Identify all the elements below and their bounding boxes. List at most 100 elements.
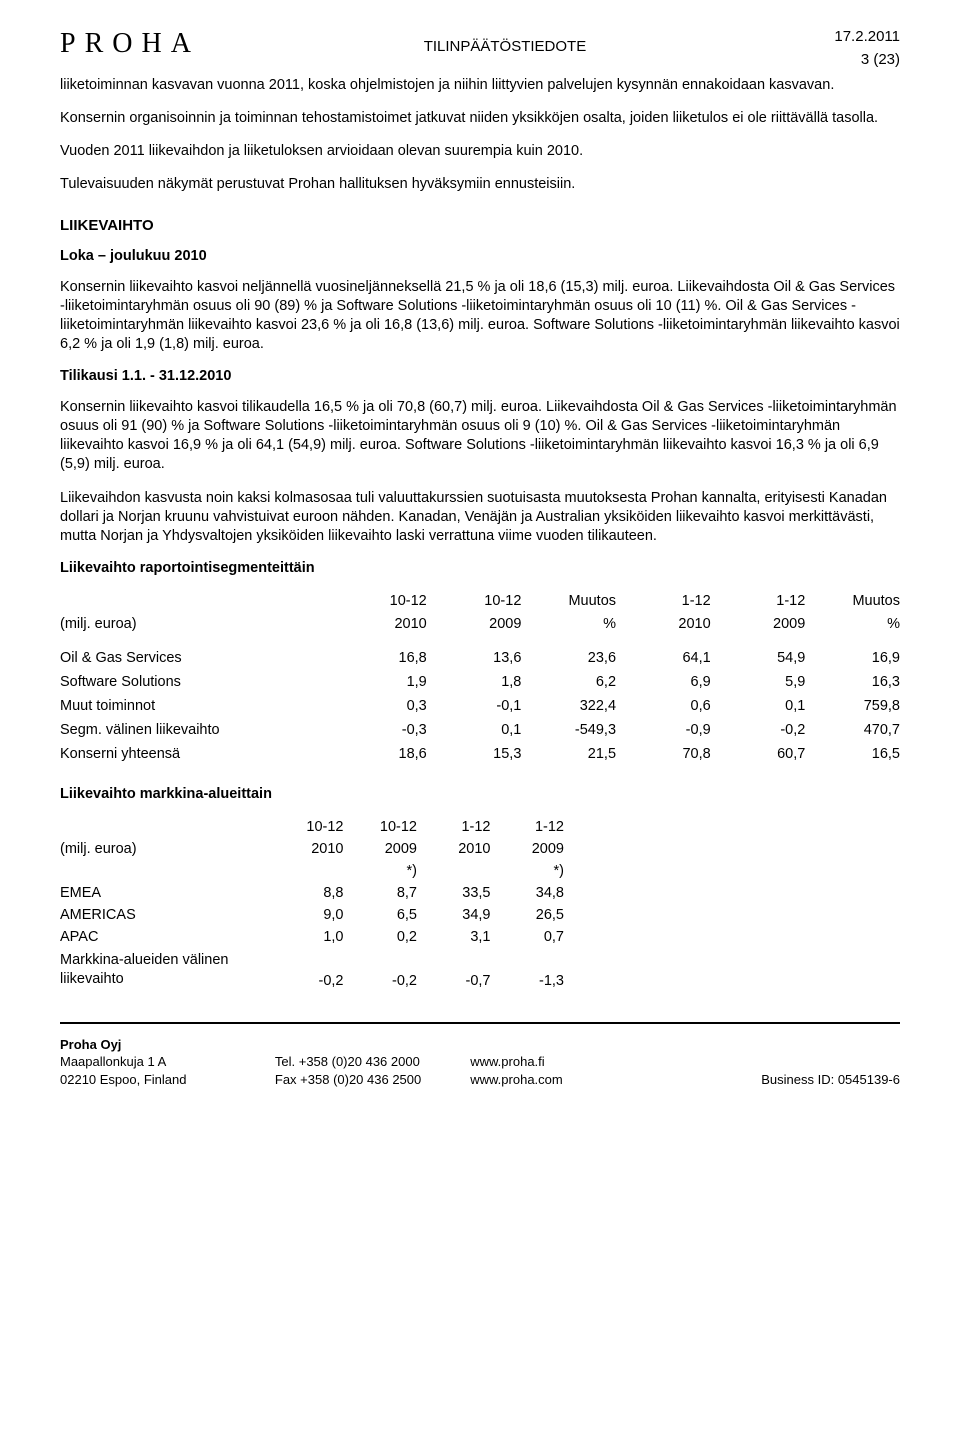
cell-value: 0,6	[616, 694, 711, 718]
col-header: 2010	[270, 838, 344, 860]
table-heading: Liikevaihto raportointisegmenteittäin	[60, 560, 900, 576]
table-heading: Liikevaihto markkina-alueittain	[60, 786, 900, 802]
segment-revenue-table: (milj. euroa) 10-12 10-12 Muutos 1-12 1-…	[60, 590, 900, 766]
market-area-revenue-table: (milj. euroa) 10-12 10-12 1-12 1-12 2010…	[60, 816, 564, 992]
url: www.proha.fi	[470, 1054, 544, 1069]
row-label: AMERICAS	[60, 904, 270, 926]
col-header: 10-12	[332, 590, 427, 613]
table-row: Markkina-alueiden välinen liikevaihto-0,…	[60, 948, 564, 992]
col-header: 10-12	[344, 816, 418, 838]
row-label: Muut toiminnot	[60, 694, 332, 718]
cell-value: 70,8	[616, 742, 711, 766]
row-label: EMEA	[60, 882, 270, 904]
cell-value: 0,2	[344, 926, 418, 948]
cell-value: 8,7	[344, 882, 418, 904]
footer-address: Proha Oyj Maapallonkuja 1 A 02210 Espoo,…	[60, 1036, 275, 1089]
col-header: 2010	[616, 613, 711, 636]
cell-value: 5,9	[711, 670, 806, 694]
address-line: Maapallonkuja 1 A	[60, 1054, 166, 1069]
table-row: Software Solutions1,91,86,26,95,916,3	[60, 670, 900, 694]
unit-label: (milj. euroa)	[60, 590, 332, 636]
cell-value: -0,2	[711, 718, 806, 742]
section-heading: LIIKEVAIHTO	[60, 217, 900, 234]
sub-heading: Tilikausi 1.1. - 31.12.2010	[60, 368, 900, 384]
col-header: *)	[344, 860, 418, 882]
cell-value: -0,1	[427, 694, 522, 718]
document-date: 17.2.2011	[810, 28, 900, 45]
url: www.proha.com	[470, 1072, 562, 1087]
cell-value: 13,6	[427, 646, 522, 670]
cell-value: -0,7	[417, 948, 491, 992]
cell-value: -0,2	[344, 948, 418, 992]
cell-value: 759,8	[805, 694, 900, 718]
col-header: 2010	[417, 838, 491, 860]
col-header: %	[521, 613, 616, 636]
col-header: 1-12	[417, 816, 491, 838]
col-header: 2009	[711, 613, 806, 636]
cell-value: 16,8	[332, 646, 427, 670]
body-paragraph: Vuoden 2011 liikevaihdon ja liiketulokse…	[60, 142, 900, 161]
row-label: Konserni yhteensä	[60, 742, 332, 766]
col-header: %	[805, 613, 900, 636]
cell-value: 1,0	[270, 926, 344, 948]
col-header: 2009	[427, 613, 522, 636]
row-label: APAC	[60, 926, 270, 948]
cell-value: 33,5	[417, 882, 491, 904]
header-right: 17.2.2011 3 (23)	[810, 28, 900, 68]
cell-value: 16,5	[805, 742, 900, 766]
footer-phone: Tel. +358 (0)20 436 2000 Fax +358 (0)20 …	[275, 1036, 470, 1089]
table-header-row: (milj. euroa) 10-12 10-12 1-12 1-12	[60, 816, 564, 838]
cell-value: 8,8	[270, 882, 344, 904]
cell-value: 34,9	[417, 904, 491, 926]
cell-value: 322,4	[521, 694, 616, 718]
body-paragraph: Konsernin liikevaihto kasvoi neljännellä…	[60, 278, 900, 355]
cell-value: 18,6	[332, 742, 427, 766]
table-row: Segm. välinen liikevaihto-0,30,1-549,3-0…	[60, 718, 900, 742]
col-header	[417, 860, 491, 882]
cell-value: 9,0	[270, 904, 344, 926]
cell-value: -0,9	[616, 718, 711, 742]
cell-value: -1,3	[491, 948, 565, 992]
cell-value: 26,5	[491, 904, 565, 926]
row-label: Software Solutions	[60, 670, 332, 694]
company-name: Proha Oyj	[60, 1037, 121, 1052]
cell-value: 6,9	[616, 670, 711, 694]
fax: Fax +358 (0)20 436 2500	[275, 1072, 421, 1087]
business-id: Business ID: 0545139-6	[761, 1072, 900, 1087]
page: PROHA TILINPÄÄTÖSTIEDOTE 17.2.2011 3 (23…	[0, 0, 960, 1400]
body-paragraph: Konsernin liikevaihto kasvoi tilikaudell…	[60, 398, 900, 475]
col-header: 2010	[332, 613, 427, 636]
tel: Tel. +358 (0)20 436 2000	[275, 1054, 420, 1069]
col-header: 10-12	[270, 816, 344, 838]
col-header	[270, 860, 344, 882]
col-header: 2009	[344, 838, 418, 860]
body-paragraph: Liikevaihdon kasvusta noin kaksi kolmaso…	[60, 489, 900, 546]
cell-value: 15,3	[427, 742, 522, 766]
col-header: 10-12	[427, 590, 522, 613]
cell-value: 0,1	[711, 694, 806, 718]
body-paragraph: Konsernin organisoinnin ja toiminnan teh…	[60, 109, 900, 128]
cell-value: 34,8	[491, 882, 565, 904]
cell-value: 16,9	[805, 646, 900, 670]
cell-value: 21,5	[521, 742, 616, 766]
document-type: TILINPÄÄTÖSTIEDOTE	[200, 28, 810, 55]
sub-heading: Loka – joulukuu 2010	[60, 248, 900, 264]
table-header-row: (milj. euroa) 10-12 10-12 Muutos 1-12 1-…	[60, 590, 900, 613]
row-label: Segm. välinen liikevaihto	[60, 718, 332, 742]
cell-value: 1,9	[332, 670, 427, 694]
header: PROHA TILINPÄÄTÖSTIEDOTE 17.2.2011 3 (23…	[60, 28, 900, 68]
page-number: 3 (23)	[810, 51, 900, 68]
col-header: 1-12	[711, 590, 806, 613]
col-header: Muutos	[805, 590, 900, 613]
cell-value: 6,5	[344, 904, 418, 926]
cell-value: -549,3	[521, 718, 616, 742]
col-header: 2009	[491, 838, 565, 860]
footer-web: www.proha.fi www.proha.com	[470, 1036, 665, 1089]
cell-value: -0,2	[270, 948, 344, 992]
cell-value: 3,1	[417, 926, 491, 948]
cell-value: -0,3	[332, 718, 427, 742]
cell-value: 23,6	[521, 646, 616, 670]
table-row: AMERICAS9,06,534,926,5	[60, 904, 564, 926]
col-header: *)	[491, 860, 565, 882]
row-label: Oil & Gas Services	[60, 646, 332, 670]
